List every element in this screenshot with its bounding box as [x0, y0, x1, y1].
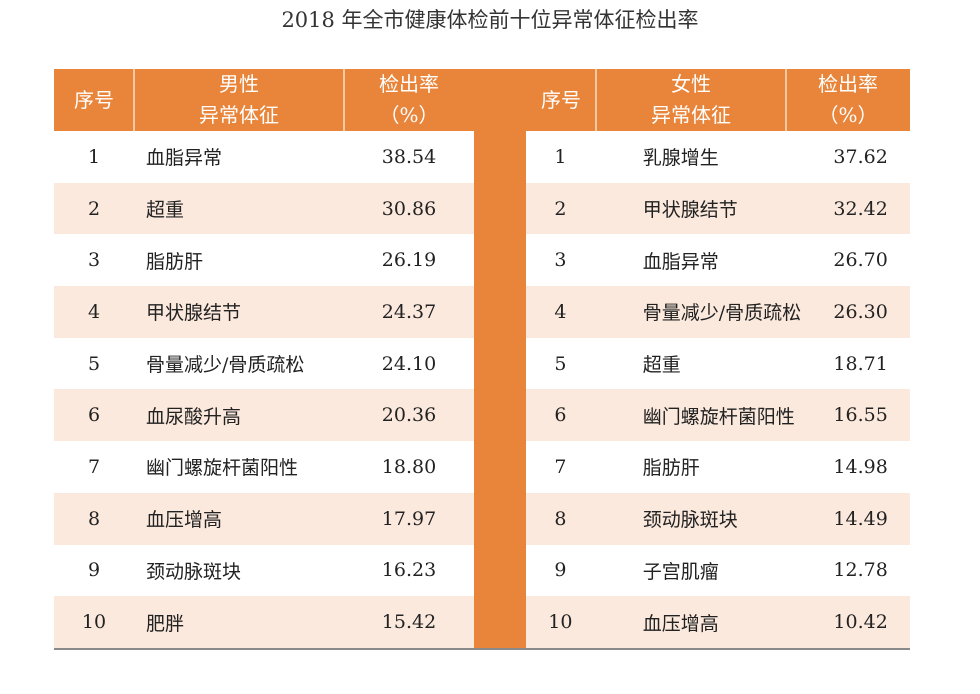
table-row: 3 血脂异常 26.70 [526, 234, 910, 286]
header-separator [785, 69, 787, 131]
table-row: 8 颈动脉斑块 14.49 [526, 492, 910, 545]
detection-rate: 15.42 [381, 611, 437, 634]
detection-rate: 17.97 [381, 507, 437, 530]
condition-name: 血尿酸升高 [146, 405, 242, 428]
row-index: 10 [548, 611, 573, 634]
female-condition-header: 女性 异常体征 [651, 72, 731, 127]
detection-rate: 30.86 [381, 197, 437, 220]
detection-rate: 18.71 [833, 352, 888, 375]
detection-rate: 12.78 [833, 559, 888, 582]
male-table-header: 序号 男性 异常体征 检出率 （%） [54, 69, 474, 131]
condition-name: 脂肪肝 [642, 457, 700, 480]
row-index: 1 [87, 145, 101, 168]
female-rate-header: 检出率 （%） [818, 72, 878, 127]
condition-name: 幽门螺旋杆菌阳性 [146, 457, 299, 480]
row-index: 1 [554, 145, 567, 168]
condition-name: 甲状腺结节 [642, 199, 738, 222]
row-index: 8 [87, 507, 101, 530]
detection-rate: 16.55 [833, 404, 888, 427]
row-index: 9 [87, 559, 101, 582]
male-index-header: 序号 [74, 87, 114, 112]
condition-name: 肥胖 [146, 612, 185, 635]
row-index: 3 [87, 249, 101, 272]
table-row: 10 血压增高 10.42 [526, 596, 910, 648]
table-row: 5 超重 18.71 [526, 338, 910, 390]
center-divider [474, 69, 526, 650]
detection-rate: 18.80 [381, 455, 437, 478]
detection-rate: 38.54 [381, 145, 437, 168]
condition-name: 超重 [642, 354, 681, 377]
condition-name: 乳腺增生 [642, 147, 719, 170]
table-row: 5 骨量减少/骨质疏松 24.10 [54, 338, 474, 390]
detection-rate: 32.42 [833, 197, 888, 220]
row-index: 6 [554, 404, 567, 427]
table-row: 2 超重 30.86 [54, 182, 474, 235]
male-rate-header: 检出率 （%） [379, 72, 439, 127]
condition-name: 甲状腺结节 [146, 302, 242, 325]
detection-rate: 14.98 [833, 455, 888, 478]
condition-name: 子宫肌瘤 [642, 560, 719, 583]
header-separator [133, 69, 135, 131]
detection-rate: 14.49 [833, 507, 888, 530]
detection-rate: 26.30 [833, 300, 888, 323]
condition-name: 脂肪肝 [146, 250, 204, 273]
condition-name: 骨量减少/骨质疏松 [642, 302, 802, 325]
condition-name: 血压增高 [146, 509, 223, 532]
table-row: 7 脂肪肝 14.98 [526, 441, 910, 493]
female-table-header: 序号 女性 异常体征 检出率 （%） [526, 69, 910, 131]
row-index: 8 [554, 507, 567, 530]
row-index: 7 [87, 455, 101, 478]
row-index: 6 [87, 404, 101, 427]
row-index: 10 [81, 611, 107, 634]
condition-name: 颈动脉斑块 [146, 560, 242, 583]
document-title: 2018 年全市健康体检前十位异常体征检出率 [281, 8, 699, 32]
table-row: 8 血压增高 17.97 [54, 492, 474, 545]
row-index: 2 [554, 197, 567, 220]
female-index-header: 序号 [541, 87, 581, 112]
table-row: 9 颈动脉斑块 16.23 [54, 545, 474, 597]
detection-rate: 26.70 [833, 249, 888, 272]
detection-rate: 16.23 [381, 559, 437, 582]
table-row: 1 乳腺增生 37.62 [526, 131, 910, 183]
table-row: 10 肥胖 15.42 [54, 596, 474, 648]
table-row: 4 骨量减少/骨质疏松 26.30 [526, 286, 910, 338]
row-index: 9 [554, 559, 567, 582]
condition-name: 血脂异常 [146, 147, 223, 170]
table-row: 2 甲状腺结节 32.42 [526, 182, 910, 235]
detection-rate: 10.42 [833, 611, 888, 634]
detection-rate: 20.36 [381, 404, 437, 427]
row-index: 7 [554, 455, 567, 478]
female-table: 序号 女性 异常体征 检出率 （%） 1 乳腺增生 37.62 2 甲状腺结节 32.42… [526, 69, 910, 648]
male-condition-header: 男性 异常体征 [199, 72, 279, 127]
row-index: 2 [87, 197, 101, 220]
detection-rate: 37.62 [833, 145, 888, 168]
row-index: 4 [554, 300, 567, 323]
condition-name: 超重 [146, 199, 185, 222]
table-row: 7 幽门螺旋杆菌阳性 18.80 [54, 441, 474, 493]
table-row: 6 幽门螺旋杆菌阳性 16.55 [526, 389, 910, 442]
condition-name: 骨量减少/骨质疏松 [146, 354, 305, 377]
row-index: 5 [87, 352, 101, 375]
condition-name: 血脂异常 [642, 250, 719, 273]
table-row: 1 血脂异常 38.54 [54, 131, 474, 183]
table-row: 9 子宫肌瘤 12.78 [526, 545, 910, 597]
header-separator [343, 69, 345, 131]
condition-name: 血压增高 [642, 612, 719, 635]
table-row: 4 甲状腺结节 24.37 [54, 286, 474, 338]
male-table: 序号 男性 异常体征 检出率 （%） 1 血脂异常 38.54 2 超重 30.86 3 脂肪… [54, 69, 474, 648]
header-separator [595, 69, 597, 131]
row-index: 4 [87, 300, 101, 323]
detection-rate: 26.19 [381, 249, 437, 272]
row-index: 3 [554, 249, 567, 272]
detection-rate: 24.10 [381, 352, 437, 375]
tables-container: 序号 男性 异常体征 检出率 （%） 1 血脂异常 38.54 2 超重 30.86 3 脂肪… [54, 69, 910, 650]
table-row: 3 脂肪肝 26.19 [54, 234, 474, 286]
condition-name: 颈动脉斑块 [642, 509, 738, 532]
row-index: 5 [554, 352, 567, 375]
detection-rate: 24.37 [381, 300, 437, 323]
condition-name: 幽门螺旋杆菌阳性 [642, 405, 795, 428]
table-row: 6 血尿酸升高 20.36 [54, 389, 474, 442]
